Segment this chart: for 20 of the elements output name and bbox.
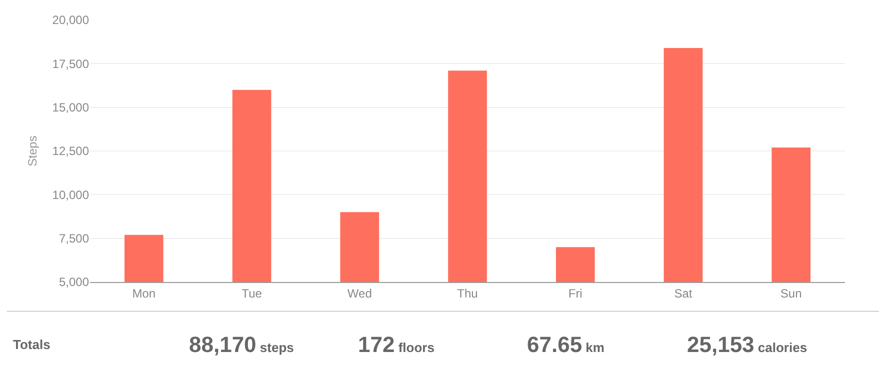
text: 25,153 calories: [687, 332, 808, 357]
y-tick-label: 5,000: [58, 275, 90, 290]
x-tick-label: Thu: [457, 286, 478, 300]
x-tick-label: Mon: [132, 286, 156, 300]
x-tick-label: Sat: [674, 286, 693, 300]
y-tick-label: 17,500: [52, 56, 90, 71]
text: 67.65 km: [527, 332, 604, 357]
y-tick-label: 10,000: [52, 188, 90, 202]
x-tick-label: Wed: [347, 286, 372, 300]
y-tick-label: 7,500: [58, 232, 90, 246]
x-tick-label: Tue: [242, 286, 262, 300]
text: Totals: [13, 337, 50, 352]
text: 88,170 steps: [189, 332, 294, 357]
x-tick-label: Fri: [568, 286, 582, 300]
y-tick-label: 15,000: [52, 100, 90, 115]
y-tick-label: 20,000: [52, 13, 90, 28]
x-tick-label: Sun: [780, 286, 802, 300]
y-tick-label: 12,500: [52, 144, 90, 158]
text: 172 floors: [358, 332, 434, 357]
y-axis-title: Steps: [26, 136, 40, 166]
